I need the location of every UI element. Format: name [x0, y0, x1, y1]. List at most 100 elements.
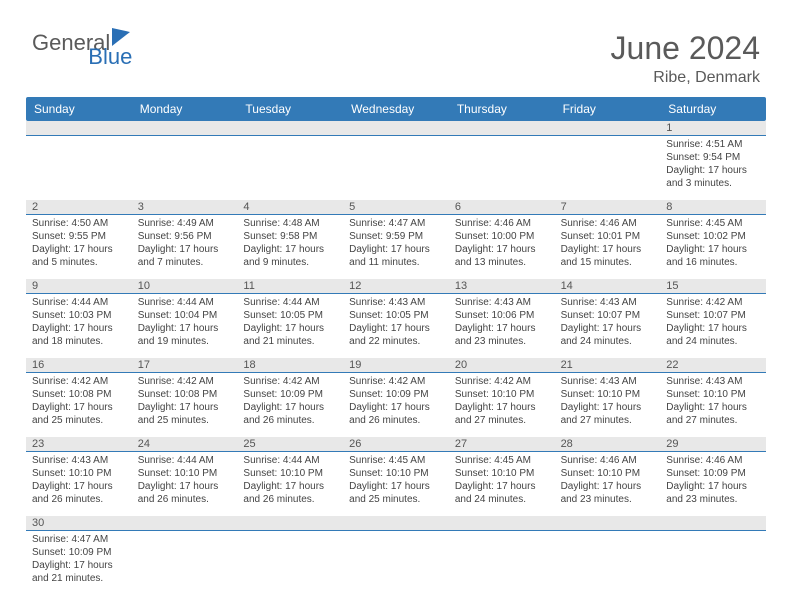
calendar-cell: Sunrise: 4:48 AMSunset: 9:58 PMDaylight:…: [237, 215, 343, 279]
sunrise-line: Sunrise: 4:43 AM: [666, 375, 760, 388]
daylight-line2: and 26 minutes.: [138, 493, 232, 506]
sunset-line: Sunset: 10:08 PM: [32, 388, 126, 401]
sunrise-line: Sunrise: 4:51 AM: [666, 138, 760, 151]
daylight-line1: Daylight: 17 hours: [455, 401, 549, 414]
sunset-line: Sunset: 10:10 PM: [243, 467, 337, 480]
daylight-line2: and 25 minutes.: [32, 414, 126, 427]
daylight-line2: and 27 minutes.: [666, 414, 760, 427]
day-number: 11: [237, 279, 343, 293]
daylight-line2: and 5 minutes.: [32, 256, 126, 269]
day-number: 18: [237, 358, 343, 372]
day-number: 4: [237, 200, 343, 214]
calendar-cell: [132, 531, 238, 595]
day-number: [555, 121, 661, 135]
calendar-cell: Sunrise: 4:42 AMSunset: 10:07 PMDaylight…: [660, 294, 766, 358]
sunrise-line: Sunrise: 4:44 AM: [32, 296, 126, 309]
day-number: 13: [449, 279, 555, 293]
day-number: 20: [449, 358, 555, 372]
sunrise-line: Sunrise: 4:47 AM: [32, 533, 126, 546]
week-row: Sunrise: 4:44 AMSunset: 10:03 PM Daylight…: [26, 294, 766, 358]
calendar-cell: Sunrise: 4:42 AMSunset: 10:10 PMDaylight…: [449, 373, 555, 437]
calendar-cell: [237, 136, 343, 200]
sunrise-line: Sunrise: 4:43 AM: [561, 296, 655, 309]
day-number: 21: [555, 358, 661, 372]
daylight-line2: and 21 minutes.: [32, 572, 126, 585]
sunset-line: Sunset: 9:55 PM: [32, 230, 126, 243]
daylight-line2: and 23 minutes.: [561, 493, 655, 506]
sunrise-line: Sunrise: 4:43 AM: [561, 375, 655, 388]
day-number: 15: [660, 279, 766, 293]
daylight-line2: and 26 minutes.: [243, 493, 337, 506]
daynum-row: 2345678: [26, 200, 766, 215]
calendar-cell: Sunrise: 4:42 AMSunset: 10:09 PMDaylight…: [237, 373, 343, 437]
day-number: [449, 121, 555, 135]
day-number: 27: [449, 437, 555, 451]
daylight-line2: and 24 minutes.: [455, 493, 549, 506]
daylight-line1: Daylight: 17 hours: [666, 164, 760, 177]
calendar-cell: Sunrise: 4:43 AMSunset: 10:10 PMDaylight…: [555, 373, 661, 437]
calendar-cell: [237, 531, 343, 595]
logo-word2: Blue: [88, 44, 132, 70]
day-number: [343, 516, 449, 530]
sunset-line: Sunset: 10:01 PM: [561, 230, 655, 243]
week-row: Sunrise: 4:51 AMSunset: 9:54 PMDaylight:…: [26, 136, 766, 200]
sunset-line: Sunset: 10:09 PM: [666, 467, 760, 480]
day-number: 23: [26, 437, 132, 451]
week-row: Sunrise: 4:42 AMSunset: 10:08 PMDaylight…: [26, 373, 766, 437]
daynum-row: 9101112131415: [26, 279, 766, 294]
calendar-cell: Sunrise: 4:42 AMSunset: 10:09 PMDaylight…: [343, 373, 449, 437]
sunset-line: Sunset: 10:10 PM: [455, 388, 549, 401]
calendar-cell: Sunrise: 4:44 AMSunset: 10:03 PMDaylight…: [26, 294, 132, 358]
sunset-line: Sunset: 10:05 PM: [349, 309, 443, 322]
sunset-line: Sunset: 9:56 PM: [138, 230, 232, 243]
day-number: 2: [26, 200, 132, 214]
week-row: Sunrise: 4:43 AMSunset: 10:10 PMDaylight…: [26, 452, 766, 516]
calendar-cell: Sunrise: 4:44 AMSunset: 10:10 PMDaylight…: [237, 452, 343, 516]
daylight-line1: Daylight: 17 hours: [243, 401, 337, 414]
day-number: [555, 516, 661, 530]
daylight-line2: and 16 minutes.: [666, 256, 760, 269]
day-header-fri: Friday: [555, 97, 661, 121]
daylight-line1: Daylight: 17 hours: [32, 401, 126, 414]
day-number: 3: [132, 200, 238, 214]
daylight-line1: Daylight: 17 hours: [349, 322, 443, 335]
daylight-line2: and 3 minutes.: [666, 177, 760, 190]
sunset-line: Sunset: 10:07 PM: [561, 309, 655, 322]
sunrise-line: Sunrise: 4:46 AM: [561, 454, 655, 467]
sunset-line: Sunset: 10:09 PM: [349, 388, 443, 401]
calendar-cell: [660, 531, 766, 595]
calendar-cell: [132, 136, 238, 200]
day-number: 17: [132, 358, 238, 372]
daylight-line2: and 25 minutes.: [138, 414, 232, 427]
daylight-line2: and 19 minutes.: [138, 335, 232, 348]
sunrise-line: Sunrise: 4:42 AM: [243, 375, 337, 388]
day-number: 28: [555, 437, 661, 451]
day-number: 22: [660, 358, 766, 372]
daylight-line1: Daylight: 17 hours: [138, 401, 232, 414]
daylight-line2: and 23 minutes.: [455, 335, 549, 348]
calendar-cell: Sunrise: 4:46 AMSunset: 10:01 PMDaylight…: [555, 215, 661, 279]
sunrise-line: Sunrise: 4:43 AM: [32, 454, 126, 467]
daylight-line2: and 13 minutes.: [455, 256, 549, 269]
day-number: 19: [343, 358, 449, 372]
daylight-line1: Daylight: 17 hours: [455, 480, 549, 493]
sunrise-line: Sunrise: 4:45 AM: [666, 217, 760, 230]
sunset-line: Sunset: 9:58 PM: [243, 230, 337, 243]
calendar-cell: Sunrise: 4:43 AMSunset: 10:07 PMDaylight…: [555, 294, 661, 358]
day-number: [660, 516, 766, 530]
calendar-cell: [26, 136, 132, 200]
calendar-cell: Sunrise: 4:46 AMSunset: 10:00 PMDaylight…: [449, 215, 555, 279]
sunrise-line: Sunrise: 4:44 AM: [243, 454, 337, 467]
day-header-wed: Wednesday: [343, 97, 449, 121]
calendar: Sunday Monday Tuesday Wednesday Thursday…: [26, 97, 766, 595]
sunset-line: Sunset: 9:59 PM: [349, 230, 443, 243]
daylight-line2: and 15 minutes.: [561, 256, 655, 269]
header: General Blue June 2024 Ribe, Denmark: [0, 0, 792, 97]
sunset-line: Sunset: 10:06 PM: [455, 309, 549, 322]
day-number: [237, 516, 343, 530]
sunset-line: Sunset: 10:10 PM: [455, 467, 549, 480]
day-number: [132, 516, 238, 530]
day-header-sat: Saturday: [660, 97, 766, 121]
sunset-line: Sunset: 10:10 PM: [561, 388, 655, 401]
sunset-line: Sunset: 10:03 PM: [32, 309, 126, 322]
